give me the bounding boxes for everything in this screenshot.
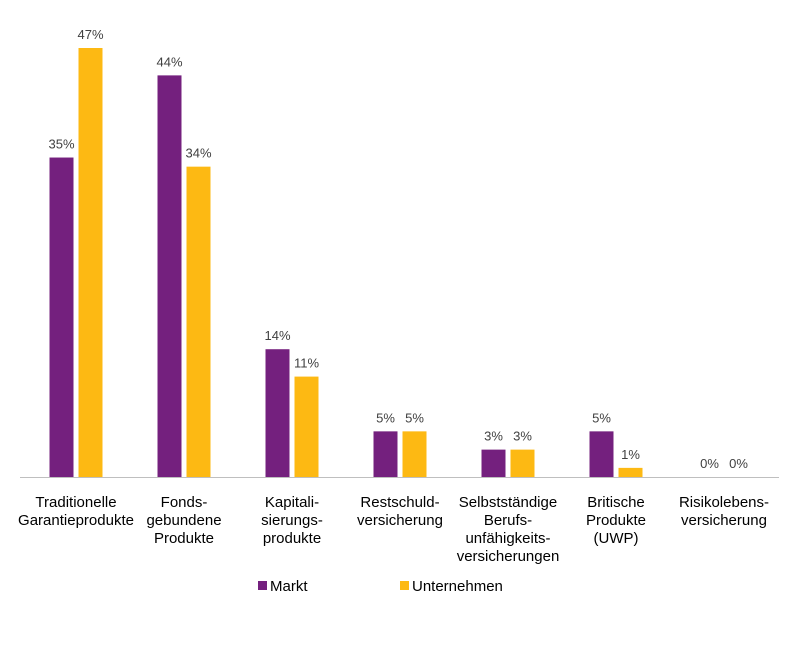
- bar-unternehmen-0: [78, 48, 103, 477]
- category-label-line: Berufs-: [484, 512, 532, 529]
- category-label-1: Fonds-gebundene Produkte: [146, 494, 221, 547]
- category-label-line: produkte: [263, 530, 321, 547]
- bar-markt-2: [265, 349, 290, 477]
- bar-unternehmen-1: [186, 166, 211, 477]
- legend-label-markt: Markt: [270, 578, 308, 595]
- category-label-line: Risikolebens-: [679, 494, 769, 511]
- value-label-unternehmen-6: 0%: [729, 456, 748, 471]
- category-label-4: Selbstständige Berufs-unfähigkeits-versic…: [457, 494, 560, 565]
- value-label-markt-2: 14%: [264, 328, 290, 343]
- category-labels-group: Traditionelle Garantieprodukte Fonds-gebun…: [18, 494, 769, 565]
- category-label-line: Selbstständige: [459, 494, 557, 511]
- category-label-line: (UWP): [594, 530, 639, 547]
- bar-markt-0: [49, 157, 74, 477]
- bar-unternehmen-4: [510, 449, 535, 477]
- category-label-line: unfähigkeits-: [465, 530, 550, 547]
- bar-unternehmen-2: [294, 376, 319, 477]
- value-label-unternehmen-2: 11%: [294, 356, 319, 371]
- value-label-markt-4: 3%: [484, 429, 503, 444]
- value-label-unternehmen-4: 3%: [513, 429, 532, 444]
- category-label-line: Produkte: [586, 512, 646, 529]
- category-label-line: Restschuld-: [360, 494, 439, 511]
- value-label-markt-1: 44%: [156, 54, 182, 69]
- category-label-5: Britische Produkte (UWP): [586, 494, 646, 547]
- legend-label-unternehmen: Unternehmen: [412, 578, 503, 595]
- category-label-line: Kapitali-: [265, 494, 319, 511]
- legend: Markt Unternehmen: [258, 578, 503, 595]
- category-label-6: Risikolebens-versicherung: [679, 494, 769, 529]
- value-label-markt-6: 0%: [700, 456, 719, 471]
- category-label-line: sierungs-: [261, 512, 323, 529]
- category-label-line: Garantieprodukte: [18, 512, 134, 529]
- category-label-line: Britische: [587, 494, 645, 511]
- value-label-unternehmen-5: 1%: [621, 447, 640, 462]
- category-label-line: versicherung: [681, 512, 767, 529]
- value-label-markt-3: 5%: [376, 410, 395, 425]
- value-label-markt-5: 5%: [592, 410, 611, 425]
- bar-unternehmen-3: [402, 431, 427, 477]
- category-label-3: Restschuld-versicherung: [357, 494, 443, 529]
- value-labels-group: 35% 47% 44% 34% 14% 11% 5% 5% 3% 3% 5% 1% 0% 0%: [48, 27, 748, 471]
- value-label-markt-0: 35%: [48, 137, 74, 152]
- bar-markt-4: [481, 449, 506, 477]
- bar-markt-3: [373, 431, 398, 477]
- bars-group: [49, 48, 643, 477]
- bar-unternehmen-5: [618, 467, 643, 477]
- bar-markt-1: [157, 75, 182, 477]
- category-label-line: Traditionelle: [35, 494, 116, 511]
- value-label-unternehmen-0: 47%: [77, 27, 103, 42]
- category-label-line: Produkte: [154, 530, 214, 547]
- value-label-unternehmen-3: 5%: [405, 410, 424, 425]
- category-label-line: Fonds-: [161, 494, 208, 511]
- category-label-line: versicherungen: [457, 548, 560, 565]
- value-label-unternehmen-1: 34%: [185, 146, 211, 161]
- bar-markt-5: [589, 431, 614, 477]
- legend-swatch-markt: [258, 581, 267, 590]
- category-label-line: versicherung: [357, 512, 443, 529]
- category-label-0: Traditionelle Garantieprodukte: [18, 494, 134, 529]
- category-label-line: gebundene: [146, 512, 221, 529]
- category-label-2: Kapitali-sierungs-produkte: [261, 494, 323, 547]
- legend-swatch-unternehmen: [400, 581, 409, 590]
